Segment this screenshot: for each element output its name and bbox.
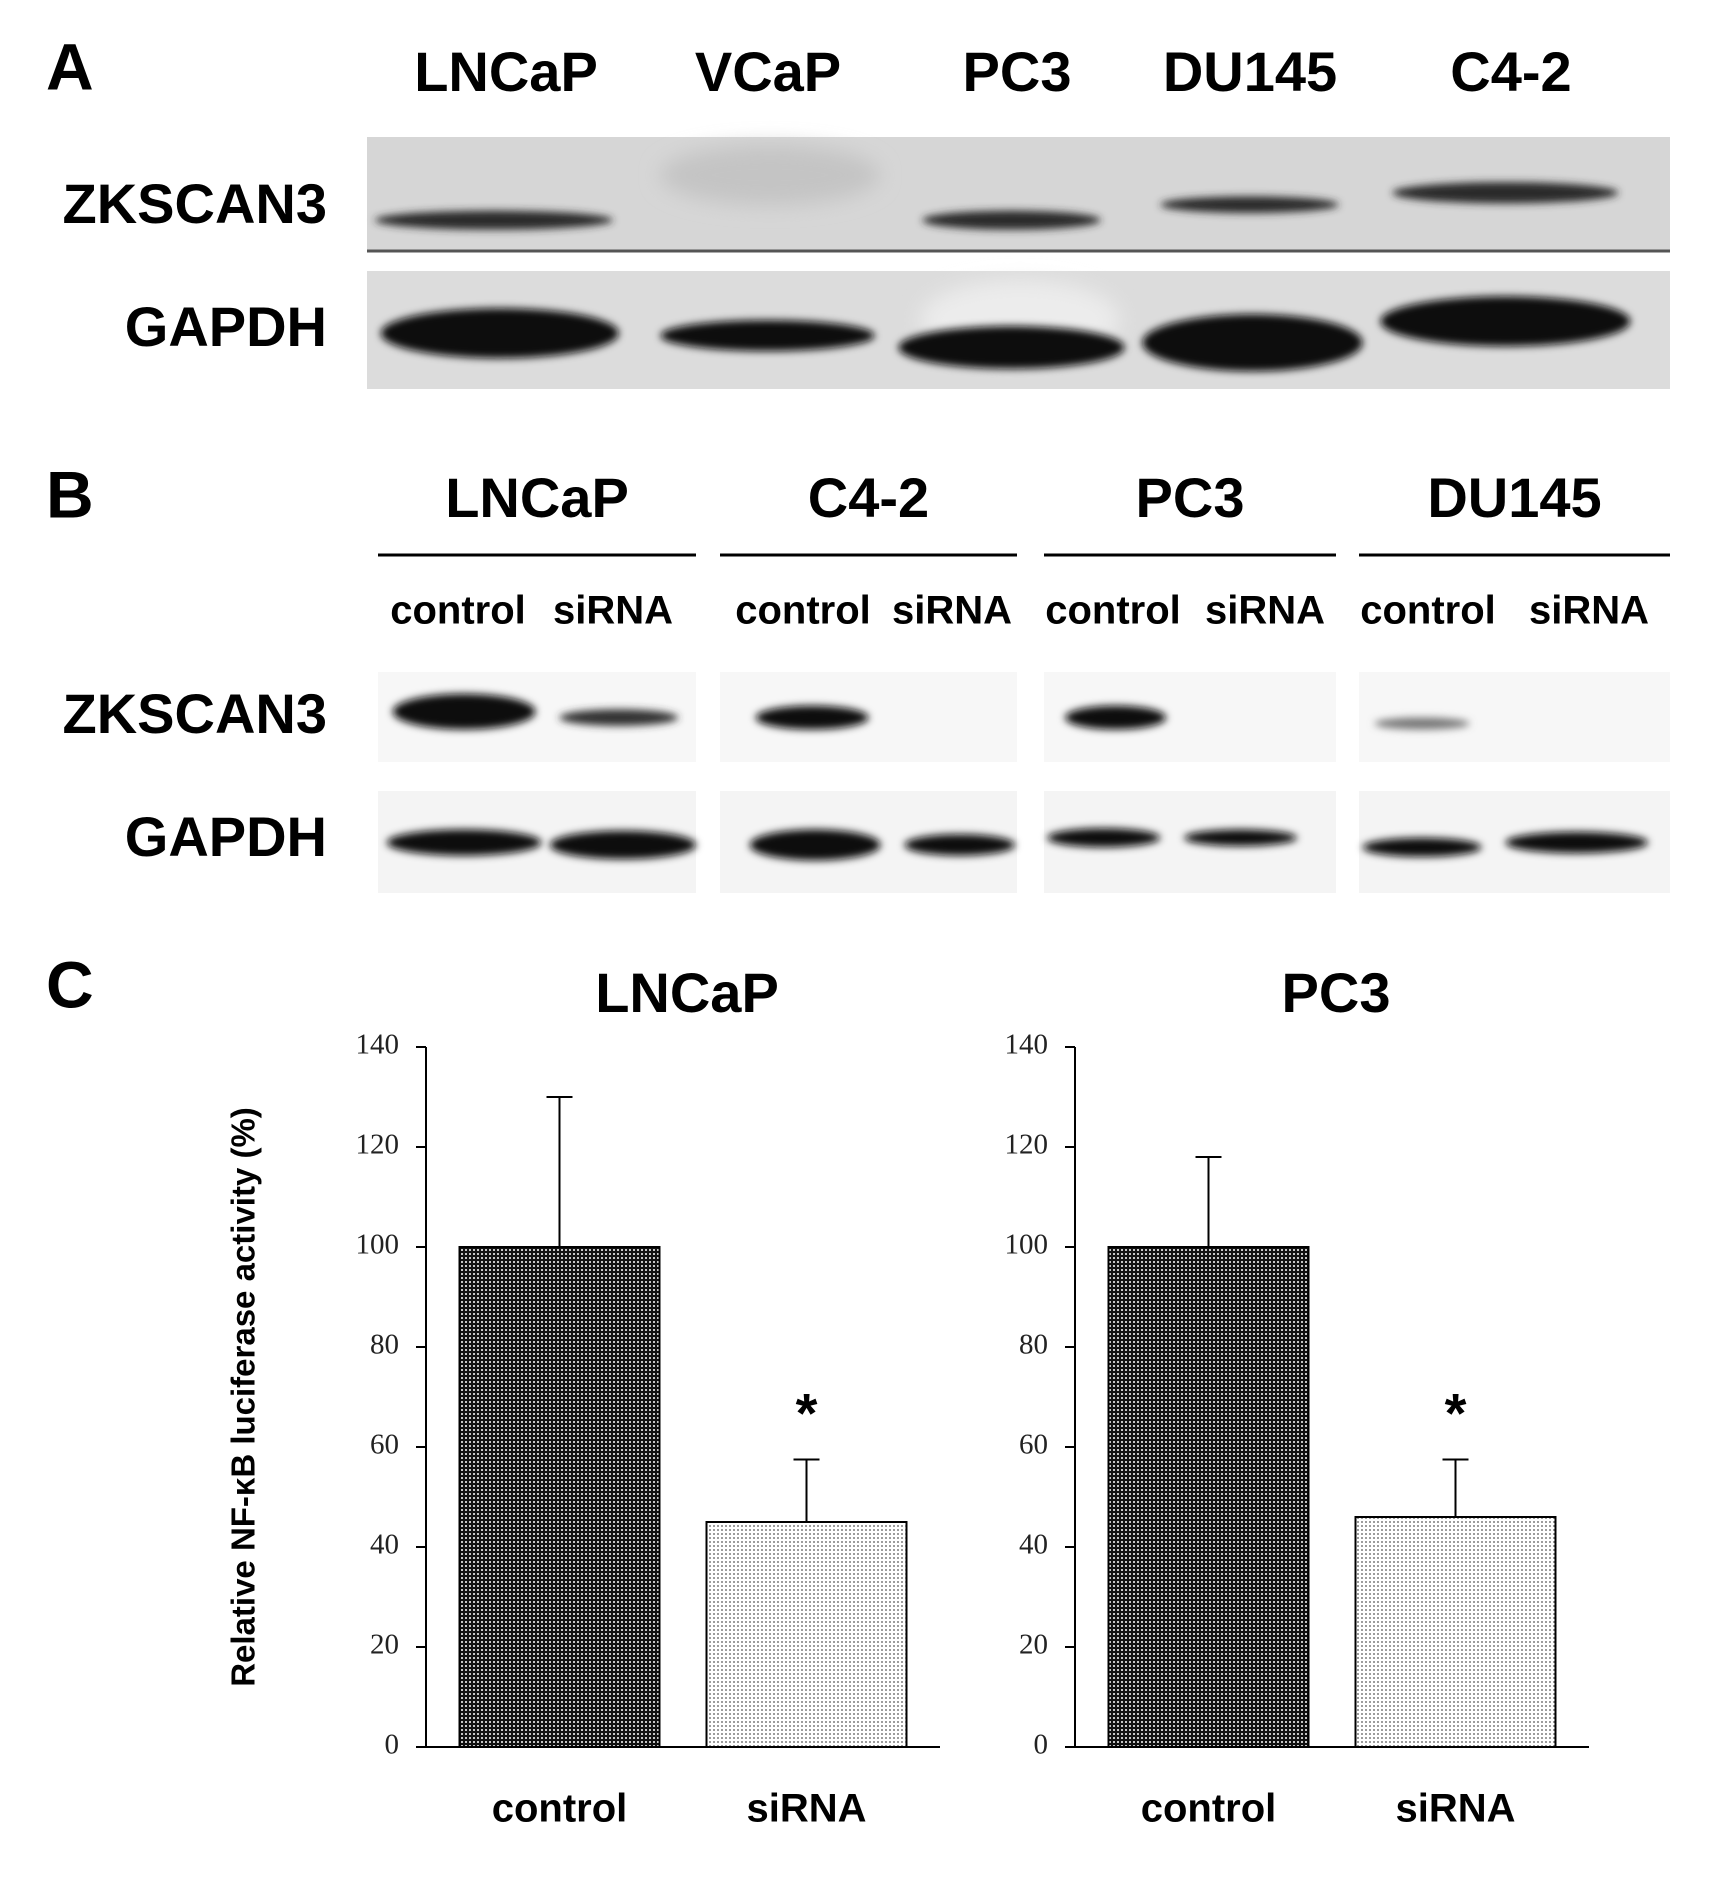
band [549, 830, 697, 860]
band [559, 709, 679, 726]
y-tick-label: 100 [1005, 1229, 1049, 1261]
y-tick-label: 0 [385, 1729, 400, 1761]
significance-mark: * [796, 1381, 818, 1444]
row-label: ZKSCAN3 [63, 172, 327, 235]
group-label: PC3 [1136, 466, 1245, 529]
lane-label: C4-2 [1450, 40, 1571, 103]
y-tick-label: 40 [370, 1529, 399, 1561]
lane-label: DU145 [1163, 40, 1337, 103]
y-tick-label: 40 [1019, 1529, 1048, 1561]
blot-strip [1359, 672, 1670, 762]
band [392, 693, 536, 730]
band [922, 210, 1101, 230]
band [898, 326, 1125, 369]
chart-title: PC3 [1282, 961, 1391, 1024]
group-label: LNCaP [445, 466, 629, 529]
band [374, 210, 613, 230]
panel-letter: B [46, 457, 94, 531]
row-label: GAPDH [125, 295, 327, 358]
band [1047, 828, 1161, 848]
panel-letter: A [46, 29, 94, 103]
band [1392, 182, 1619, 204]
lane-label: control [1360, 589, 1496, 633]
row-label: ZKSCAN3 [63, 682, 327, 745]
y-tick-label: 120 [1005, 1129, 1049, 1161]
band [1184, 829, 1298, 847]
y-tick-label: 60 [1019, 1429, 1048, 1461]
blot-smear [660, 145, 880, 205]
lane-label: control [1045, 589, 1181, 633]
y-tick-label: 80 [1019, 1329, 1048, 1361]
error-bar [1442, 1458, 1469, 1517]
lane-label: PC3 [963, 40, 1072, 103]
x-tick-label: siRNA [1395, 1787, 1515, 1831]
band [380, 308, 619, 359]
group-label: DU145 [1427, 466, 1601, 529]
bar [458, 1246, 661, 1748]
band [1160, 196, 1339, 214]
bar [1354, 1516, 1557, 1748]
lane-label: siRNA [553, 589, 673, 633]
bar [705, 1521, 908, 1748]
y-tick-label: 20 [1019, 1629, 1048, 1661]
band [755, 705, 869, 730]
lane-label: control [390, 589, 526, 633]
y-tick-label: 100 [356, 1229, 400, 1261]
x-tick-label: siRNA [746, 1787, 866, 1831]
group-label: C4-2 [808, 466, 929, 529]
y-tick-label: 60 [370, 1429, 399, 1461]
band [1362, 837, 1482, 857]
lane-label: VCaP [695, 40, 841, 103]
y-tick-label: 0 [1034, 1729, 1049, 1761]
y-axis-label: Relative NF-κB luciferase activity (%) [225, 1107, 262, 1687]
y-tick-label: 80 [370, 1329, 399, 1361]
y-tick-label: 20 [370, 1629, 399, 1661]
x-tick-label: control [1141, 1787, 1277, 1831]
chart-title: LNCaP [595, 961, 779, 1024]
band [1142, 314, 1363, 372]
band [1065, 705, 1167, 730]
significance-mark: * [1445, 1381, 1467, 1444]
band [1374, 717, 1470, 730]
lane-label: siRNA [1205, 589, 1325, 633]
band [749, 829, 881, 861]
error-bar [1195, 1156, 1222, 1247]
y-tick-label: 140 [356, 1029, 400, 1061]
y-tick-label: 120 [356, 1129, 400, 1161]
error-bar [546, 1096, 573, 1247]
error-bar [793, 1458, 820, 1522]
lane-label: control [735, 589, 871, 633]
panel-letter: C [46, 947, 94, 1021]
band [386, 829, 542, 856]
bar [1107, 1246, 1310, 1748]
band [904, 834, 1016, 856]
lane-label: siRNA [892, 589, 1012, 633]
band [660, 320, 875, 352]
lane-label: siRNA [1529, 589, 1649, 633]
y-tick-label: 140 [1005, 1029, 1049, 1061]
row-label: GAPDH [125, 805, 327, 868]
lane-label: LNCaP [414, 40, 598, 103]
band [1505, 831, 1649, 854]
band [1380, 296, 1631, 347]
x-tick-label: control [492, 1787, 628, 1831]
